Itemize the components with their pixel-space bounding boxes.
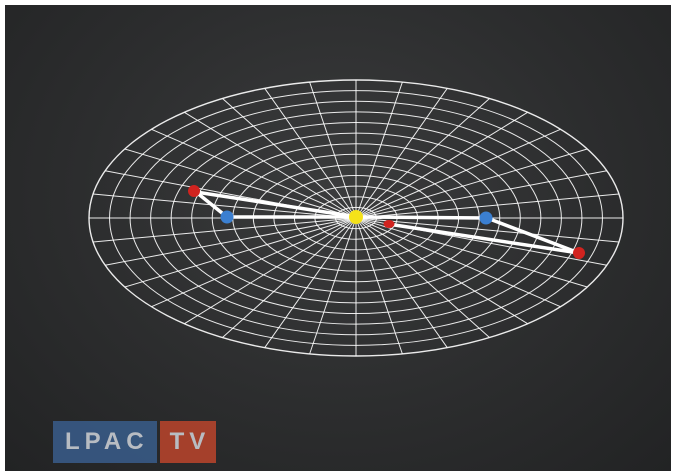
grid-spoke	[151, 128, 357, 219]
polar-grid-diagram	[88, 79, 624, 357]
grid-spoke	[264, 88, 357, 219]
grid-spoke	[264, 217, 357, 348]
grid-spoke	[355, 217, 528, 325]
grid-spoke	[93, 193, 357, 219]
sun-icon	[349, 210, 363, 224]
grid-spoke	[355, 217, 561, 308]
grid-spoke	[355, 193, 619, 219]
blue-planet-icon	[479, 211, 493, 225]
grid-spoke	[124, 148, 357, 219]
grid-spoke	[93, 217, 357, 243]
grid-spoke	[355, 88, 448, 219]
logo-tv: TV	[159, 421, 217, 463]
grid-spoke	[355, 98, 490, 219]
grid-spoke	[184, 111, 357, 219]
grid-spoke	[309, 81, 357, 219]
grid-spoke	[355, 81, 403, 219]
grid-spoke	[355, 170, 607, 219]
grid-spoke	[355, 217, 619, 243]
grid-spoke	[222, 217, 357, 338]
grid-spoke	[222, 98, 357, 219]
grid-spoke	[355, 128, 561, 219]
grid-spoke	[355, 217, 448, 348]
celestial-bodies	[188, 185, 585, 259]
grid-spoke	[355, 217, 490, 338]
grid-spoke	[184, 217, 357, 325]
red-planet-icon	[573, 247, 585, 259]
red-planet-icon	[188, 185, 200, 197]
scene-stage: LPAC TV	[5, 5, 671, 471]
grid-spoke	[124, 217, 357, 288]
blue-planet-icon	[220, 210, 234, 224]
logo-lpac: LPAC	[53, 421, 157, 463]
grid-spoke	[355, 148, 588, 219]
polar-grid	[88, 79, 624, 357]
grid-spoke	[355, 111, 528, 219]
grid-spoke	[105, 217, 357, 266]
grid-spoke	[355, 217, 403, 355]
grid-spoke	[355, 217, 588, 288]
red-planet-icon	[383, 220, 395, 228]
grid-spoke	[309, 217, 357, 355]
grid-spoke	[151, 217, 357, 308]
lpac-tv-logo: LPAC TV	[53, 421, 217, 463]
